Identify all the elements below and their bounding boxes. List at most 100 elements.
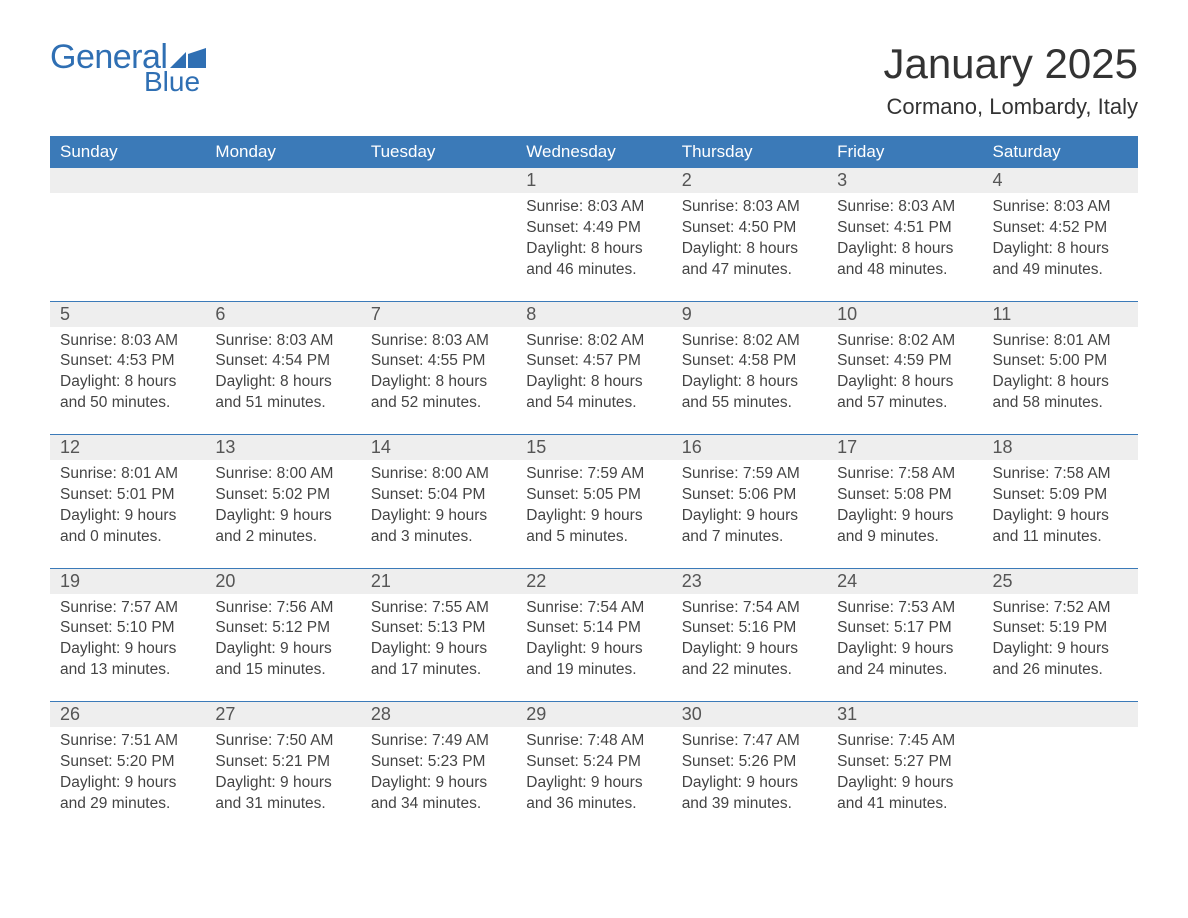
sunrise-value: 8:00 AM: [277, 465, 334, 482]
sunset-label: Sunset:: [371, 486, 428, 503]
day-number-cell: 3: [827, 168, 982, 193]
day-cell: Sunrise: 7:51 AMSunset: 5:20 PMDaylight:…: [50, 727, 205, 835]
day-number-cell: 24: [827, 569, 982, 594]
sunrise-label: Sunrise:: [526, 599, 587, 616]
sunrise-value: 8:03 AM: [1054, 198, 1111, 215]
sunrise-line: Sunrise: 8:03 AM: [837, 197, 972, 218]
weekday-header: Friday: [827, 136, 982, 168]
daylight-label: Daylight:: [215, 640, 280, 657]
daynum-row: 262728293031: [50, 702, 1138, 727]
sunrise-line: Sunrise: 7:45 AM: [837, 731, 972, 752]
daylight-line: Daylight: 8 hours and 48 minutes.: [837, 239, 972, 281]
daylight-label: Daylight:: [837, 774, 902, 791]
sunset-value: 5:00 PM: [1049, 352, 1107, 369]
sunrise-line: Sunrise: 7:53 AM: [837, 598, 972, 619]
sunset-value: 4:58 PM: [739, 352, 797, 369]
sunrise-label: Sunrise:: [60, 599, 121, 616]
sunrise-label: Sunrise:: [682, 465, 743, 482]
sunrise-label: Sunrise:: [682, 732, 743, 749]
daylight-label: Daylight:: [371, 774, 436, 791]
day-cell: Sunrise: 7:45 AMSunset: 5:27 PMDaylight:…: [827, 727, 982, 835]
daylight-line: Daylight: 8 hours and 57 minutes.: [837, 372, 972, 414]
calendar-table: SundayMondayTuesdayWednesdayThursdayFrid…: [50, 136, 1138, 835]
day-cell: Sunrise: 8:01 AMSunset: 5:00 PMDaylight:…: [983, 327, 1138, 435]
daylight-line: Daylight: 9 hours and 36 minutes.: [526, 773, 661, 815]
sunrise-value: 7:45 AM: [898, 732, 955, 749]
sunrise-value: 7:56 AM: [277, 599, 334, 616]
sunset-value: 5:21 PM: [272, 753, 330, 770]
sunrise-value: 7:48 AM: [587, 732, 644, 749]
sunrise-label: Sunrise:: [837, 465, 898, 482]
daylight-line: Daylight: 8 hours and 54 minutes.: [526, 372, 661, 414]
sunset-label: Sunset:: [215, 486, 272, 503]
day-cell: Sunrise: 7:50 AMSunset: 5:21 PMDaylight:…: [205, 727, 360, 835]
sunrise-value: 8:03 AM: [432, 332, 489, 349]
sunset-value: 5:10 PM: [117, 619, 175, 636]
sunrise-line: Sunrise: 8:00 AM: [215, 464, 350, 485]
sunset-value: 4:55 PM: [428, 352, 486, 369]
sunrise-value: 7:59 AM: [587, 465, 644, 482]
sunrise-line: Sunrise: 8:03 AM: [371, 331, 506, 352]
sunset-label: Sunset:: [215, 753, 272, 770]
sunrise-value: 7:50 AM: [277, 732, 334, 749]
day-number-cell: 10: [827, 302, 982, 327]
daylight-line: Daylight: 9 hours and 3 minutes.: [371, 506, 506, 548]
sunset-line: Sunset: 4:58 PM: [682, 351, 817, 372]
sunset-value: 5:24 PM: [583, 753, 641, 770]
sunrise-line: Sunrise: 8:03 AM: [993, 197, 1128, 218]
day-number-cell: 13: [205, 435, 360, 460]
day-number-cell: 12: [50, 435, 205, 460]
day-cell: Sunrise: 7:49 AMSunset: 5:23 PMDaylight:…: [361, 727, 516, 835]
day-number-cell: [50, 168, 205, 193]
sunset-value: 5:02 PM: [272, 486, 330, 503]
day-number-cell: 9: [672, 302, 827, 327]
sunrise-line: Sunrise: 7:56 AM: [215, 598, 350, 619]
sunrise-label: Sunrise:: [215, 332, 276, 349]
sunset-line: Sunset: 5:02 PM: [215, 485, 350, 506]
sunrise-label: Sunrise:: [837, 332, 898, 349]
daylight-label: Daylight:: [837, 373, 902, 390]
sunset-line: Sunset: 5:24 PM: [526, 752, 661, 773]
daylight-line: Daylight: 9 hours and 13 minutes.: [60, 639, 195, 681]
sunset-label: Sunset:: [993, 486, 1050, 503]
daynum-row: 1234: [50, 168, 1138, 193]
day-number-cell: 28: [361, 702, 516, 727]
daylight-line: Daylight: 9 hours and 22 minutes.: [682, 639, 817, 681]
sunrise-line: Sunrise: 8:03 AM: [682, 197, 817, 218]
day-number-cell: 16: [672, 435, 827, 460]
sunset-value: 5:17 PM: [894, 619, 952, 636]
sunrise-line: Sunrise: 7:57 AM: [60, 598, 195, 619]
day-number-cell: 21: [361, 569, 516, 594]
weekday-header: Thursday: [672, 136, 827, 168]
sunset-label: Sunset:: [526, 352, 583, 369]
daylight-line: Daylight: 8 hours and 49 minutes.: [993, 239, 1128, 281]
sunset-value: 5:13 PM: [428, 619, 486, 636]
daylight-label: Daylight:: [682, 373, 747, 390]
sunrise-value: 7:51 AM: [121, 732, 178, 749]
sunset-label: Sunset:: [371, 352, 428, 369]
week-body-row: Sunrise: 7:57 AMSunset: 5:10 PMDaylight:…: [50, 594, 1138, 702]
daylight-label: Daylight:: [60, 373, 125, 390]
daylight-label: Daylight:: [371, 373, 436, 390]
sunset-label: Sunset:: [837, 486, 894, 503]
sunset-line: Sunset: 5:16 PM: [682, 618, 817, 639]
day-number-cell: 20: [205, 569, 360, 594]
sunrise-value: 8:03 AM: [743, 198, 800, 215]
sunset-line: Sunset: 4:49 PM: [526, 218, 661, 239]
sunset-value: 4:53 PM: [117, 352, 175, 369]
sunrise-line: Sunrise: 8:02 AM: [837, 331, 972, 352]
sunset-line: Sunset: 5:26 PM: [682, 752, 817, 773]
sunset-label: Sunset:: [837, 352, 894, 369]
weekday-header: Sunday: [50, 136, 205, 168]
sunset-label: Sunset:: [526, 486, 583, 503]
daylight-label: Daylight:: [526, 774, 591, 791]
sunrise-line: Sunrise: 7:58 AM: [837, 464, 972, 485]
sunrise-value: 7:58 AM: [898, 465, 955, 482]
daylight-line: Daylight: 8 hours and 51 minutes.: [215, 372, 350, 414]
sunrise-value: 8:03 AM: [587, 198, 644, 215]
calendar-body: 1234 Sunrise: 8:03 AM Sunset: 4:49 PM Dayli…: [50, 168, 1138, 835]
day-number-cell: 29: [516, 702, 671, 727]
sunrise-label: Sunrise:: [682, 198, 743, 215]
sunset-value: 5:27 PM: [894, 753, 952, 770]
sunset-label: Sunset:: [682, 753, 739, 770]
